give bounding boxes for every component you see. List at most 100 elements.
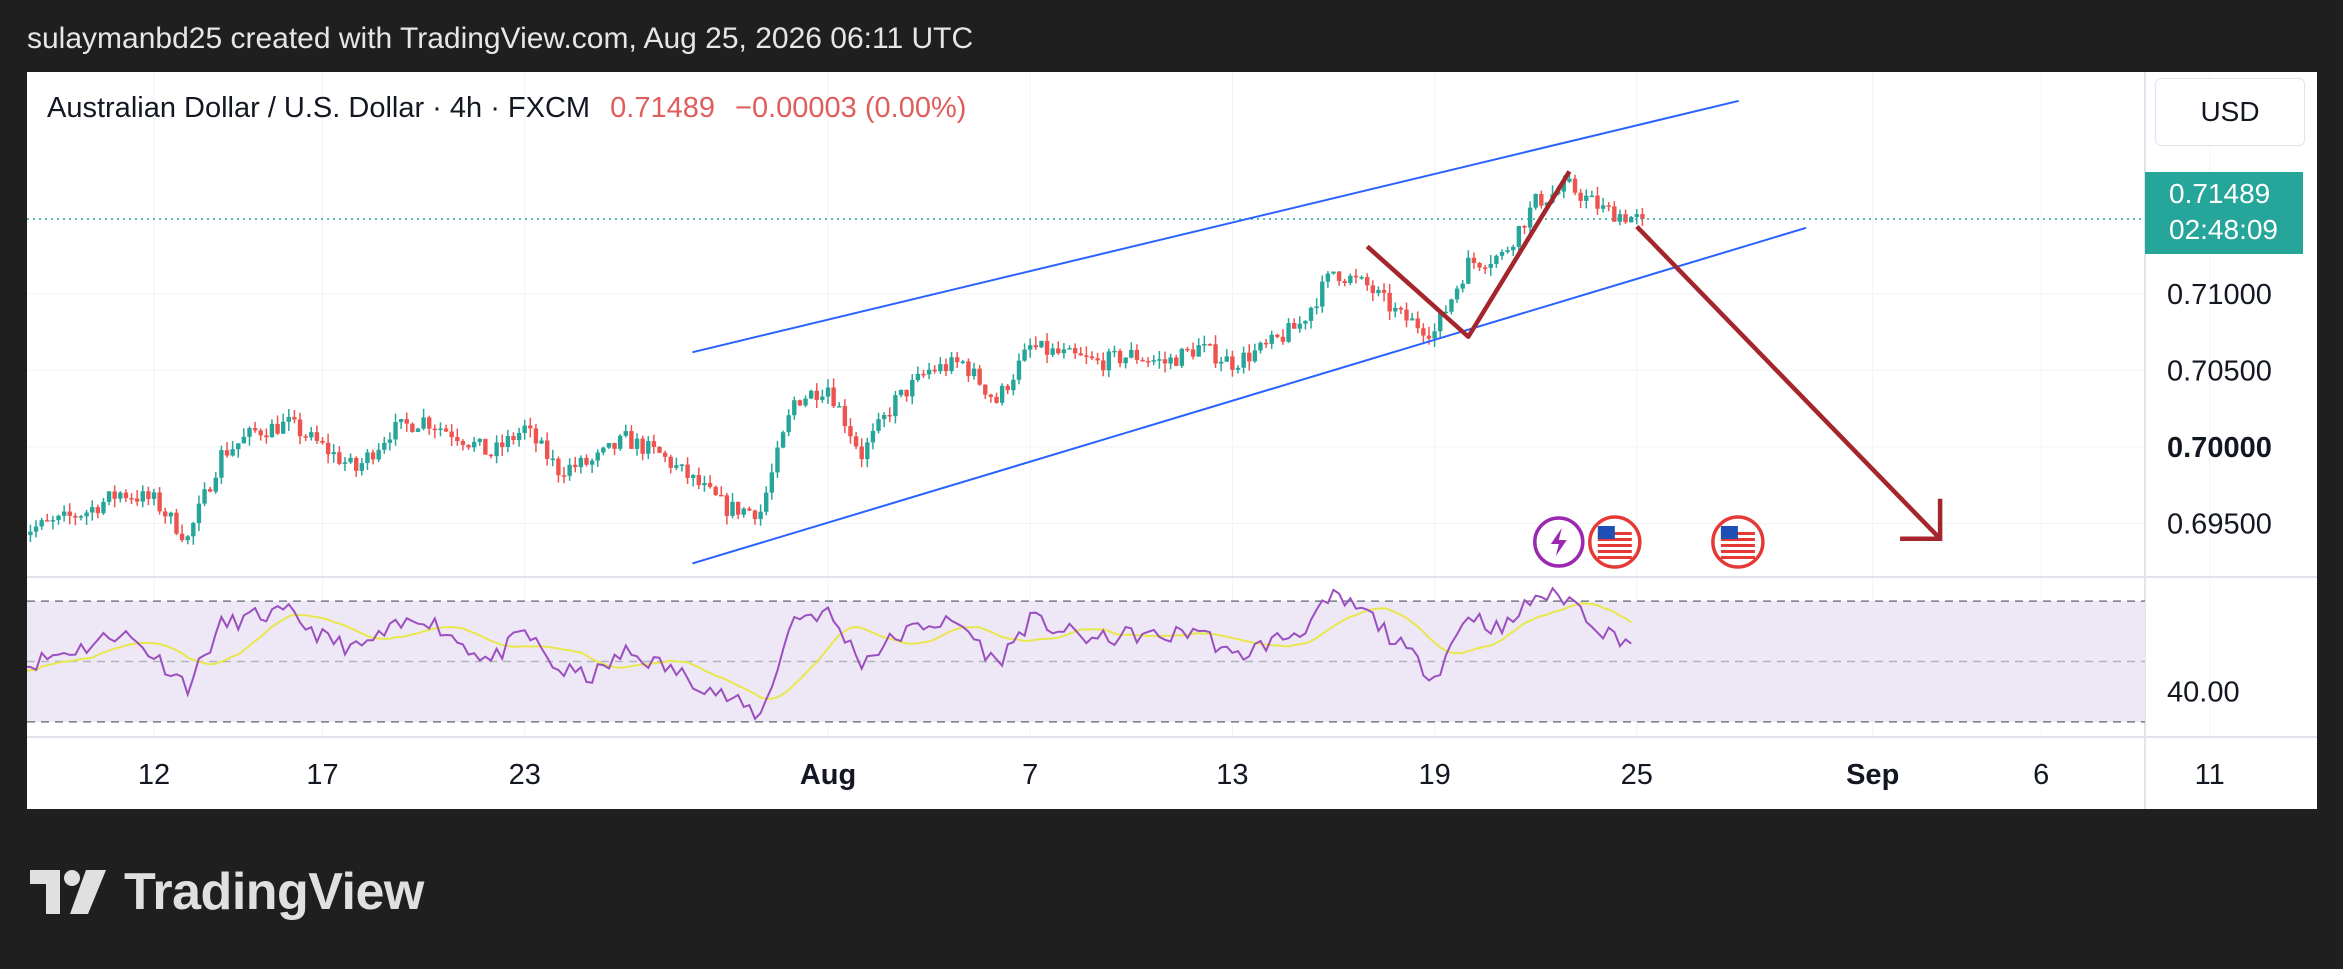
flag-canton <box>1597 526 1615 539</box>
candle-body <box>589 460 595 465</box>
candle-body <box>617 435 623 449</box>
candle-body <box>466 444 471 448</box>
candle-body <box>741 508 746 515</box>
candle-body <box>309 432 314 438</box>
candle-body <box>679 464 685 466</box>
candle-body <box>820 396 825 400</box>
candle-body <box>376 449 381 460</box>
candle-body <box>359 463 365 471</box>
candle-body <box>45 520 50 522</box>
candle-body <box>988 394 994 397</box>
candle-body <box>1482 267 1488 269</box>
candle-body <box>179 533 185 541</box>
rsi-ma-line <box>27 602 1632 700</box>
candle-body <box>747 508 752 511</box>
symbol-legend[interactable]: Australian Dollar / U.S. Dollar · 4h · F… <box>47 92 966 125</box>
candle-body <box>1567 178 1572 182</box>
flag-stripe <box>1720 556 1755 559</box>
candle-body <box>39 520 44 527</box>
price-axis-label: 0.70000 <box>2167 432 2272 464</box>
projection-arrow-head[interactable] <box>1900 498 1943 541</box>
candle-body <box>297 419 303 437</box>
candle-body <box>1235 367 1241 370</box>
candle-body <box>792 400 797 416</box>
candle-body <box>78 516 84 518</box>
candle-body <box>1578 192 1583 201</box>
candle-body <box>146 491 151 499</box>
candle-body <box>578 457 584 468</box>
candle-body <box>870 430 876 443</box>
candle-body <box>550 458 555 461</box>
chart-svg[interactable]: 12 17 23 Aug 7 13 19 25 Sep 6 11 0.71000 0.70500 0.70… <box>27 72 2317 809</box>
candle-body <box>1628 216 1634 223</box>
time-axis-label: 11 <box>2195 759 2225 791</box>
channel-upper-line[interactable] <box>692 100 1739 354</box>
us-flag-event-icon[interactable] <box>1588 515 1642 569</box>
candle-body <box>33 526 39 532</box>
candle-body <box>595 452 600 461</box>
candle-body <box>1527 207 1533 228</box>
candle-body <box>898 389 904 396</box>
candle-body <box>213 477 218 492</box>
candle-body <box>348 457 353 463</box>
candle-body <box>567 464 572 476</box>
candle-body <box>1572 178 1578 193</box>
candle-body <box>1202 344 1207 346</box>
candle-body <box>1612 206 1617 222</box>
candle-body <box>1460 283 1465 289</box>
candle-body <box>236 443 241 450</box>
candle-body <box>1258 342 1263 351</box>
candle-body <box>303 436 308 438</box>
candle-body <box>780 432 786 448</box>
candle-body <box>1348 275 1353 284</box>
flag-stripe <box>1597 550 1632 553</box>
candle-body <box>1089 356 1095 359</box>
candle-body <box>601 447 606 453</box>
candle-body <box>702 483 707 486</box>
candle-body <box>438 428 443 430</box>
time-axis-label: Aug <box>800 759 856 791</box>
currency-label: USD <box>2200 96 2260 127</box>
candle-body <box>112 491 117 499</box>
drawings[interactable] <box>27 100 2145 565</box>
candle-body <box>1342 281 1347 284</box>
candle-body <box>1162 359 1168 364</box>
candle-body <box>1606 205 1611 207</box>
candle-body <box>1230 356 1235 370</box>
candle-body <box>1365 277 1370 286</box>
candle-body <box>1488 263 1493 268</box>
flag-stripe <box>1720 544 1755 547</box>
candle-body <box>1112 350 1117 353</box>
tradingview-logo[interactable]: TradingView <box>30 862 424 922</box>
candle-body <box>848 426 853 437</box>
candle-body <box>50 520 56 522</box>
candle-body <box>134 498 140 502</box>
candle-body <box>646 441 651 454</box>
channel-lower-line[interactable] <box>692 227 1807 565</box>
currency-button[interactable]: USD <box>2155 78 2305 146</box>
time-axis-label: 19 <box>1418 759 1450 791</box>
candle-body <box>808 390 814 399</box>
candlestick-series <box>27 172 1645 545</box>
zigzag-path[interactable] <box>1365 170 1572 339</box>
candle-body <box>191 523 196 537</box>
candle-body <box>1252 350 1258 362</box>
candle-body <box>415 428 421 432</box>
candle-body <box>887 414 892 417</box>
candle-body <box>1454 288 1460 300</box>
us-flag-event-icon[interactable] <box>1711 515 1765 569</box>
candle-body <box>999 385 1005 403</box>
chart-panel[interactable]: 12 17 23 Aug 7 13 19 25 Sep 6 11 0.71000 0.70500 0.70… <box>27 72 2317 809</box>
candle-body <box>269 423 275 438</box>
event-markers[interactable] <box>1533 515 1765 569</box>
candle-body <box>1275 334 1280 337</box>
candle-body <box>516 432 522 441</box>
candle-body <box>1213 344 1218 364</box>
lightning-event-icon[interactable] <box>1533 516 1585 568</box>
candle-body <box>325 442 331 455</box>
candle-body <box>837 406 842 408</box>
projection-arrow-line[interactable] <box>1635 224 1942 541</box>
candle-body <box>910 379 915 397</box>
candle-body <box>960 361 965 363</box>
candle-body <box>275 423 280 434</box>
